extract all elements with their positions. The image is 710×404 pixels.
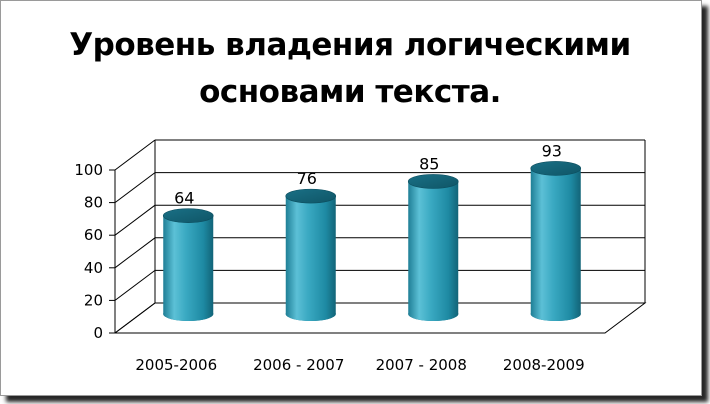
chart-floor <box>113 302 647 334</box>
x-tick-label: 2006 - 2007 <box>253 356 344 374</box>
bar <box>285 196 336 314</box>
data-label: 85 <box>419 154 439 173</box>
bar-top <box>530 161 582 176</box>
bar-bottom <box>163 307 214 321</box>
data-label: 93 <box>542 141 562 160</box>
y-tick-label: 60 <box>84 226 103 244</box>
data-label: 64 <box>174 189 194 208</box>
chart-labels: 0 20 40 60 80 100 64 2005-2006 76 2006 - 2007 85 20… <box>74 141 584 374</box>
bar <box>408 181 459 314</box>
gridline-side <box>114 204 156 236</box>
x-tick-label: 2007 - 2008 <box>376 356 467 374</box>
chart-title: Уровень владения логическими основами те… <box>69 27 631 110</box>
bar-top <box>407 174 459 189</box>
x-tick-label: 2005-2006 <box>135 356 217 374</box>
chart-frame <box>0 0 702 396</box>
x-tick-label: 2008-2009 <box>503 356 585 374</box>
bar-bottom <box>530 307 581 321</box>
gridline-side <box>114 139 156 171</box>
y-tick-label: 20 <box>84 291 103 309</box>
gridline-side <box>114 237 156 269</box>
bar-bottom <box>408 307 459 321</box>
bar-bottom <box>285 307 336 321</box>
bar <box>163 215 214 314</box>
bar-top <box>285 188 337 204</box>
bar-series <box>162 161 582 321</box>
gridline-side <box>114 172 156 204</box>
y-tick-label: 40 <box>84 259 103 277</box>
bar <box>530 168 581 314</box>
gridline-side <box>114 269 156 301</box>
y-tick-label: 0 <box>93 324 103 342</box>
y-tick-label: 80 <box>84 194 103 212</box>
bar-top <box>162 208 214 223</box>
data-label: 76 <box>297 169 317 188</box>
y-tick-label: 100 <box>74 161 103 179</box>
